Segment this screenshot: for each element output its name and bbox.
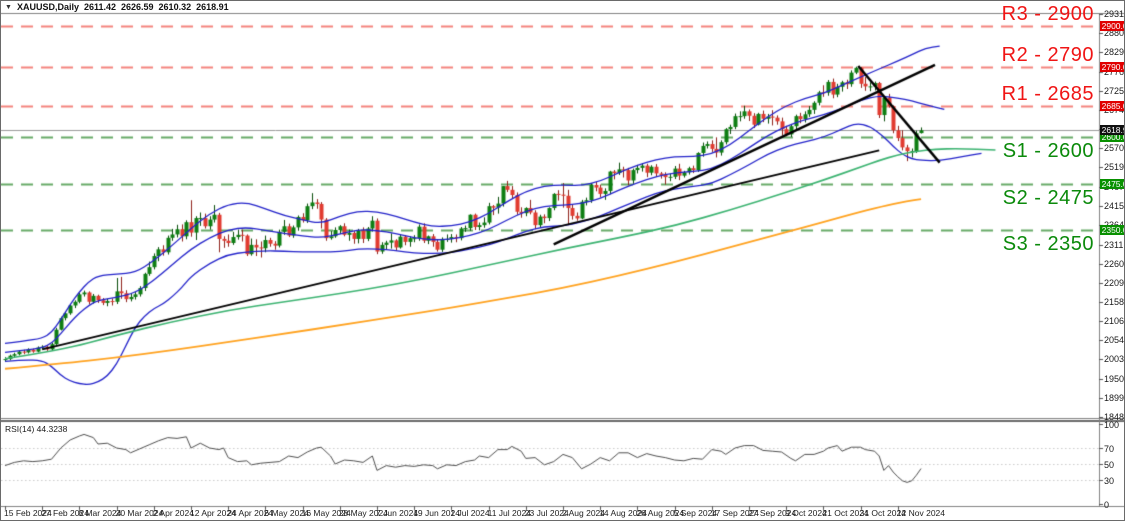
date-label: 5 Sep 2024 bbox=[673, 508, 718, 518]
price-tick-label: 2519.30 bbox=[1104, 162, 1125, 173]
rsi-tick-label: 70 bbox=[1104, 444, 1115, 454]
price-tick-label: 2158.15 bbox=[1104, 296, 1125, 307]
price-badge-r2: 2790.00 bbox=[1100, 61, 1124, 72]
date-label: 6 May 2024 bbox=[264, 508, 309, 518]
date-label: 7 Jun 2024 bbox=[376, 508, 419, 518]
price-tick-label: 2570.45 bbox=[1104, 143, 1125, 154]
price-badge-r3: 2900.00 bbox=[1100, 20, 1124, 31]
price-tick-label: 2725.45 bbox=[1104, 85, 1125, 96]
price-tick-label: 2003.15 bbox=[1104, 354, 1125, 365]
price-tick-label: 1848.15 bbox=[1104, 412, 1125, 423]
date-label: 21 Oct 2024 bbox=[822, 508, 869, 518]
date-label: 23 Jul 2024 bbox=[524, 508, 569, 518]
date-label: 2 Aug 2024 bbox=[562, 508, 606, 518]
date-label: 15 Feb 2024 bbox=[4, 508, 52, 518]
rsi-tick-label: 100 bbox=[1104, 420, 1120, 430]
symbol-dropdown-icon[interactable]: ▼ bbox=[5, 3, 12, 11]
price-tick-label: 2209.30 bbox=[1104, 277, 1125, 288]
price-tick-label: 2880.45 bbox=[1104, 28, 1125, 39]
price-tick-label: 1950.45 bbox=[1104, 373, 1125, 384]
price-tick-label: 1899.30 bbox=[1104, 393, 1125, 403]
rsi-tick-label: 50 bbox=[1104, 460, 1115, 470]
date-label: 17 Sep 2024 bbox=[710, 508, 760, 518]
date-label: 8 Mar 2024 bbox=[78, 508, 122, 518]
rsi-indicator-label: RSI(14) 44.3238 bbox=[5, 424, 68, 434]
quote-close: 2618.91 bbox=[196, 2, 229, 12]
price-badge-s1: 2600.00 bbox=[1100, 132, 1124, 143]
price-badge-s3: 2350.00 bbox=[1100, 225, 1124, 236]
date-label: 12 Apr 2024 bbox=[190, 508, 236, 518]
quote-low: 2610.32 bbox=[158, 2, 192, 12]
price-tick-label: 2415.45 bbox=[1104, 201, 1125, 211]
date-label: 31 Oct 2024 bbox=[859, 508, 906, 518]
price-tick-label: 2364.30 bbox=[1104, 221, 1124, 230]
sr-level-label-r2: R2 - 2790 bbox=[1001, 43, 1094, 66]
price-badge-r1: 2685.00 bbox=[1100, 100, 1124, 111]
date-label: 24 Apr 2024 bbox=[227, 508, 274, 518]
sr-level-label-s1: S1 - 2600 bbox=[1002, 140, 1094, 163]
sr-level-label-r1: R1 - 2685 bbox=[1001, 82, 1094, 105]
price-tick-label: 2054.30 bbox=[1104, 335, 1125, 346]
date-label: 1 Jul 2024 bbox=[450, 508, 490, 518]
date-label: 19 Jun 2024 bbox=[413, 508, 460, 518]
price-tick-label: 2829.30 bbox=[1104, 47, 1125, 58]
date-label: 27 Feb 2024 bbox=[41, 508, 89, 518]
quote-bar: ▼ XAUUSD,Daily 2611.42 2626.59 2610.32 2… bbox=[5, 2, 229, 12]
sr-level-label-s2: S2 - 2475 bbox=[1002, 186, 1094, 209]
date-label: 2 Apr 2024 bbox=[152, 508, 194, 518]
sr-level-label-s3: S3 - 2350 bbox=[1002, 233, 1094, 256]
date-label: 26 Aug 2024 bbox=[636, 508, 685, 518]
date-label: 14 Aug 2024 bbox=[599, 508, 647, 518]
date-label: 16 May 2024 bbox=[301, 508, 351, 518]
date-label: 28 May 2024 bbox=[338, 508, 388, 518]
date-label: 11 Jul 2024 bbox=[487, 508, 531, 518]
price-badge-s2: 2475.00 bbox=[1100, 178, 1124, 189]
rsi-tick-label: 30 bbox=[1104, 476, 1115, 486]
quote-open: 2611.42 bbox=[83, 2, 116, 12]
date-label: 9 Oct 2024 bbox=[785, 508, 827, 518]
date-label: 27 Sep 2024 bbox=[748, 508, 797, 518]
quote-high: 2626.59 bbox=[121, 2, 154, 12]
rsi-tick-label: 0 bbox=[1104, 500, 1110, 510]
price-tick-label: 2106.45 bbox=[1104, 315, 1125, 326]
sr-level-label-r3: R3 - 2900 bbox=[1001, 2, 1094, 25]
price-tick-label: 2260.45 bbox=[1104, 258, 1125, 269]
current-price-badge: 2618.91 bbox=[1100, 125, 1124, 136]
price-tick-label: 2931.60 bbox=[1104, 9, 1125, 19]
price-tick-label: 2311.60 bbox=[1104, 239, 1124, 250]
date-label: 12 Nov 2024 bbox=[896, 508, 945, 518]
date-label: 20 Mar 2024 bbox=[115, 508, 164, 518]
symbol-period-label: XAUUSD,Daily bbox=[16, 2, 79, 12]
